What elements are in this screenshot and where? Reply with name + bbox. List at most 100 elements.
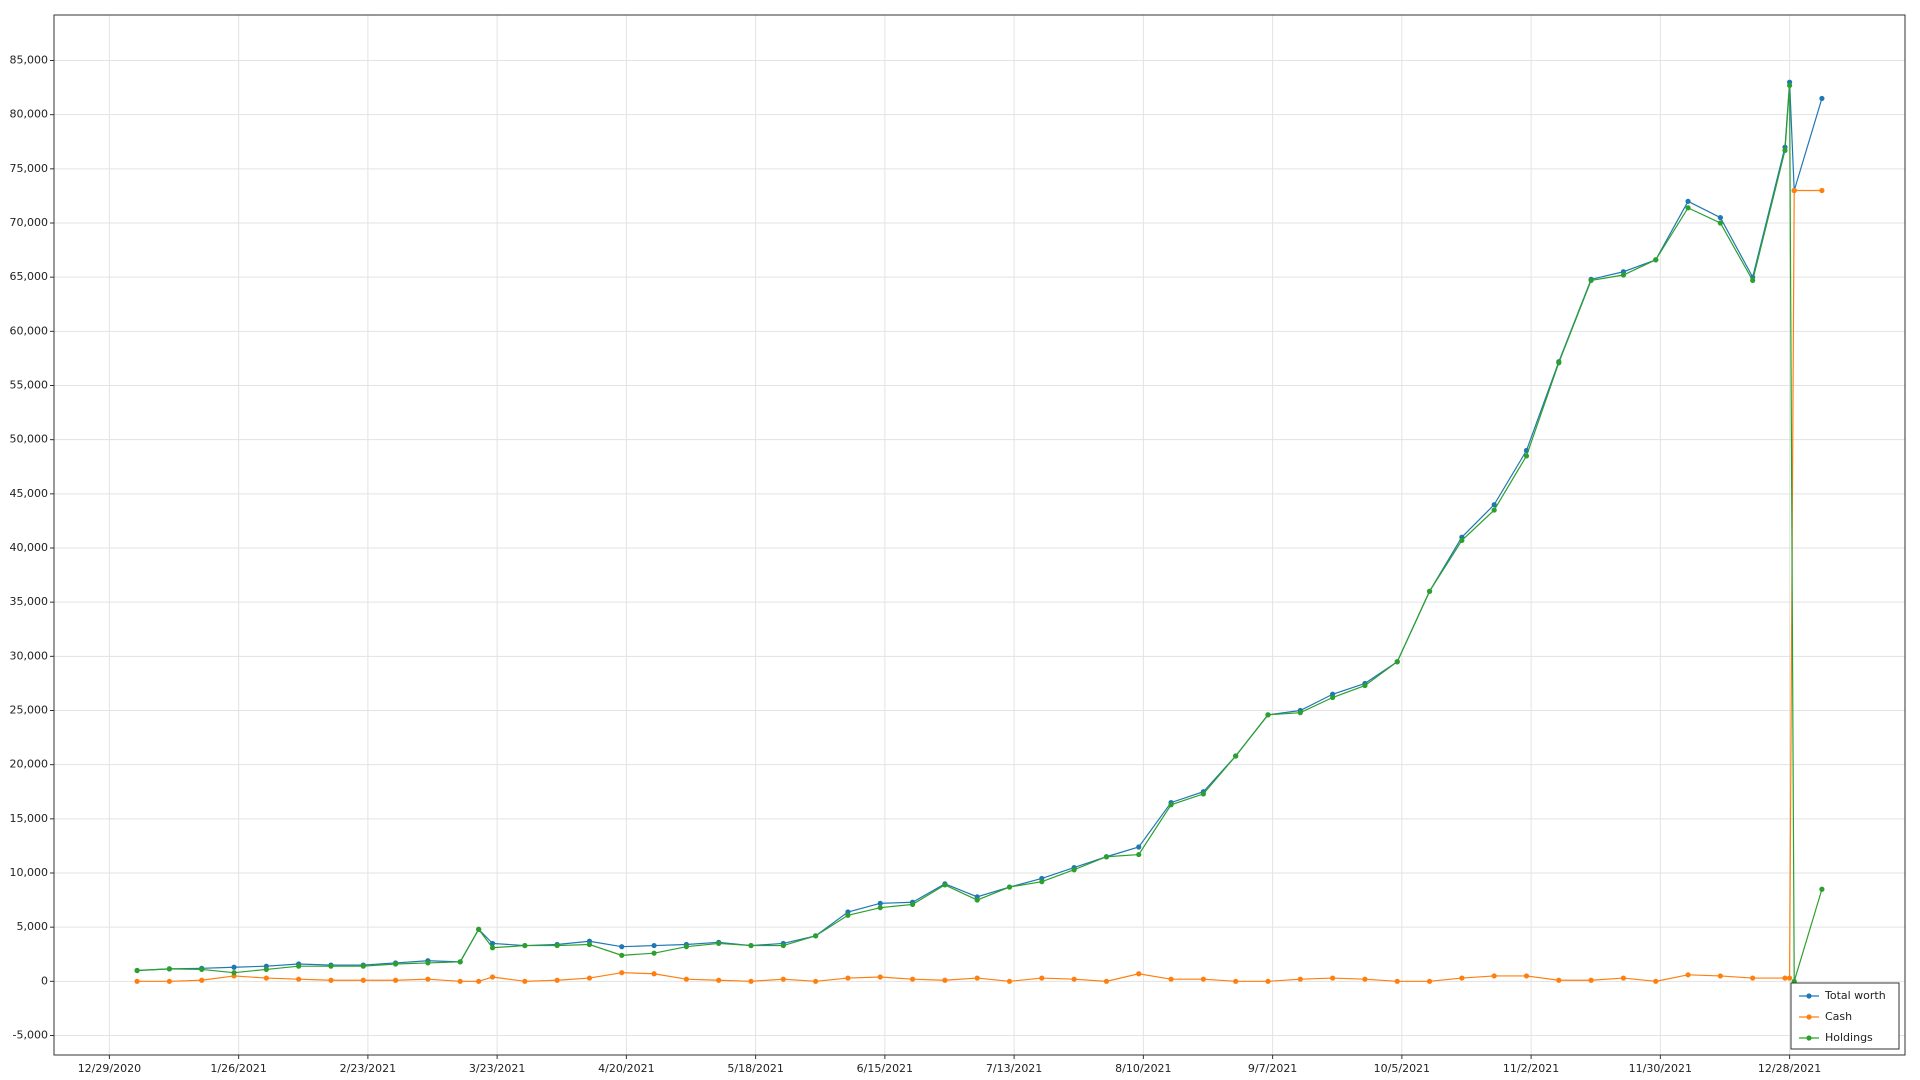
- data-point: [748, 978, 754, 984]
- data-point: [1717, 973, 1723, 979]
- y-tick-label: 20,000: [10, 758, 49, 771]
- data-point: [1782, 975, 1788, 981]
- data-point: [1071, 976, 1077, 982]
- series-line: [137, 85, 1823, 982]
- data-point: [554, 977, 560, 983]
- data-point: [1168, 976, 1174, 982]
- data-point: [1200, 791, 1206, 797]
- x-tick-label: 12/28/2021: [1758, 1062, 1821, 1075]
- data-point: [683, 944, 689, 950]
- y-tick-label: 35,000: [10, 595, 49, 608]
- y-tick-label: 55,000: [10, 379, 49, 392]
- data-point: [1459, 537, 1465, 544]
- data-point: [1071, 867, 1077, 873]
- data-point: [263, 975, 269, 981]
- data-point: [651, 971, 657, 977]
- data-point: [1819, 95, 1825, 102]
- x-tick-label: 2/23/2021: [340, 1062, 396, 1075]
- data-point: [1491, 502, 1497, 508]
- x-tick-label: 5/18/2021: [727, 1062, 783, 1075]
- data-point: [425, 960, 431, 966]
- data-point: [909, 976, 916, 982]
- data-point: [231, 970, 237, 976]
- data-point: [1233, 753, 1239, 759]
- legend-marker: [1806, 993, 1812, 999]
- data-point: [1685, 205, 1691, 211]
- data-point: [845, 912, 851, 918]
- data-point: [1717, 220, 1723, 226]
- data-point: [1136, 844, 1142, 850]
- data-point: [1297, 710, 1303, 716]
- data-point: [1330, 975, 1336, 981]
- data-point: [1620, 272, 1627, 278]
- data-point: [909, 901, 916, 908]
- data-point: [1362, 976, 1368, 982]
- y-tick-label: 85,000: [10, 54, 49, 67]
- legend-label: Total worth: [1824, 989, 1886, 1002]
- data-point: [166, 978, 172, 984]
- data-point: [1750, 975, 1756, 981]
- data-point: [1588, 277, 1594, 284]
- data-point: [1556, 360, 1562, 366]
- x-tick-label: 6/15/2021: [857, 1062, 913, 1075]
- legend-marker: [1806, 1014, 1812, 1020]
- y-tick-label: 10,000: [10, 866, 49, 879]
- data-point: [1620, 975, 1627, 981]
- data-point: [716, 977, 722, 983]
- y-tick-label: 0: [41, 974, 48, 987]
- data-point: [457, 978, 463, 984]
- data-point: [942, 882, 948, 888]
- data-point: [1265, 712, 1271, 718]
- data-point: [296, 976, 302, 982]
- y-tick-label: 70,000: [10, 216, 49, 229]
- data-point: [1791, 187, 1797, 194]
- y-tick-label: 50,000: [10, 433, 49, 446]
- data-point: [1362, 682, 1368, 689]
- data-point: [1006, 884, 1013, 890]
- data-point: [1819, 187, 1825, 194]
- data-point: [619, 970, 625, 976]
- x-tick-label: 7/13/2021: [986, 1062, 1042, 1075]
- y-tick-label: 15,000: [10, 812, 49, 825]
- data-point: [476, 978, 482, 984]
- y-tick-label: 5,000: [17, 920, 49, 933]
- data-point: [1459, 975, 1465, 981]
- data-point: [425, 976, 431, 982]
- data-point: [619, 944, 625, 950]
- data-point: [1426, 978, 1433, 984]
- data-point: [1297, 976, 1303, 982]
- data-point: [522, 942, 528, 949]
- data-point: [392, 977, 399, 983]
- data-point: [813, 933, 819, 939]
- data-point: [1717, 214, 1723, 221]
- data-point: [134, 978, 140, 984]
- data-point: [1556, 977, 1562, 983]
- data-point: [1103, 854, 1110, 860]
- legend-label: Holdings: [1825, 1031, 1873, 1044]
- data-point: [1685, 198, 1691, 204]
- x-tick-label: 11/30/2021: [1629, 1062, 1692, 1075]
- y-tick-label: 40,000: [10, 541, 49, 554]
- data-point: [974, 975, 980, 981]
- data-point: [1103, 978, 1110, 984]
- data-point: [683, 976, 689, 982]
- data-point: [476, 926, 482, 932]
- data-point: [1006, 978, 1013, 984]
- data-point: [489, 940, 496, 947]
- data-point: [1523, 973, 1530, 979]
- data-point: [1168, 802, 1174, 808]
- data-point: [554, 942, 560, 949]
- data-point: [231, 964, 237, 970]
- x-tick-label: 10/5/2021: [1374, 1062, 1430, 1075]
- x-tick-label: 11/2/2021: [1503, 1062, 1559, 1075]
- data-point: [1653, 978, 1659, 984]
- data-point: [1750, 277, 1756, 284]
- data-point: [877, 974, 883, 980]
- data-point: [877, 900, 883, 906]
- data-point: [845, 975, 851, 981]
- y-tick-label: 45,000: [10, 487, 49, 500]
- data-point: [1787, 82, 1793, 89]
- data-point: [1394, 659, 1400, 665]
- data-point: [392, 961, 399, 967]
